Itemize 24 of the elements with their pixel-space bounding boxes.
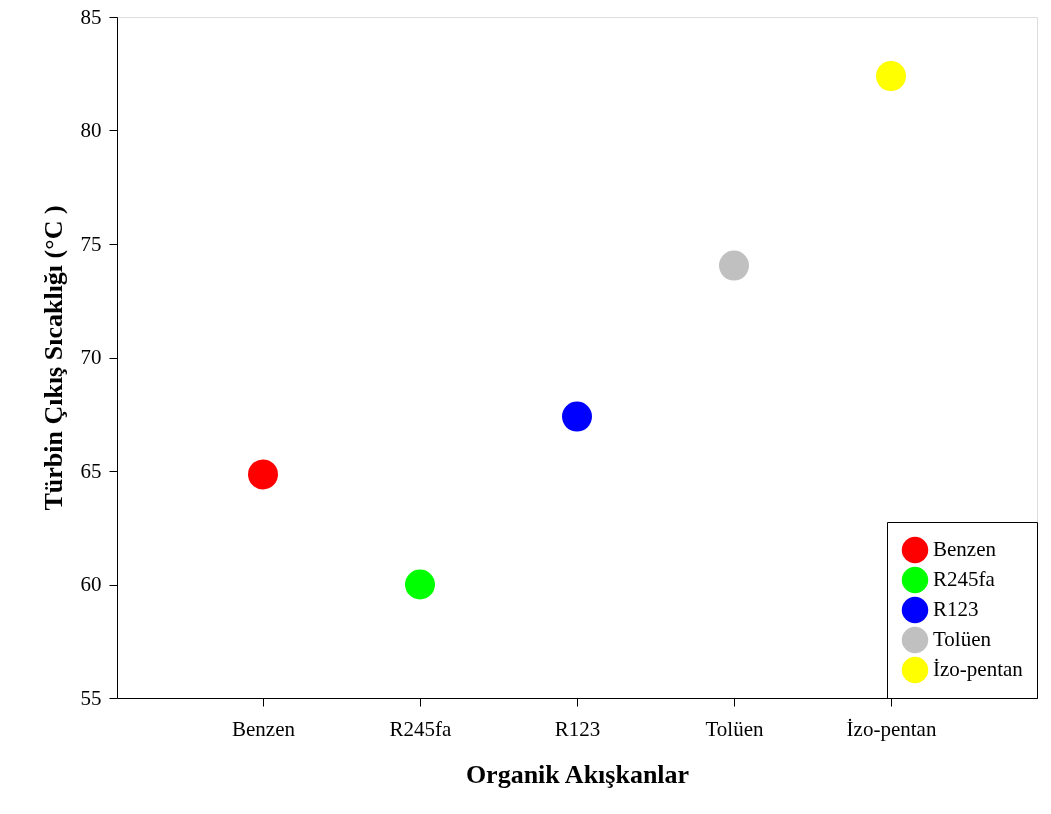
x-tick-label: Benzen: [232, 716, 296, 741]
legend-label: R245fa: [933, 567, 996, 591]
legend-label: İzo-pentan: [933, 657, 1024, 681]
legend-label: Tolüen: [933, 627, 992, 651]
x-tick-label: R123: [554, 716, 601, 741]
y-tick-label: 75: [80, 231, 102, 256]
y-tick-label: 65: [80, 458, 102, 483]
point: [562, 401, 592, 432]
x-tick-label: R245fa: [389, 716, 453, 741]
point: [248, 459, 279, 490]
x-tick-label: Tolüen: [705, 716, 764, 741]
point: [875, 61, 906, 91]
y-tick-label: 60: [80, 572, 102, 596]
x-axis-title: Organik Akışkanlar: [465, 759, 690, 789]
y-tick-label: 70: [80, 345, 102, 369]
y-tick-label: 55: [80, 685, 102, 710]
y-tick-label: 85: [80, 4, 102, 29]
legend-label: R123: [933, 597, 979, 621]
legend-label: Benzen: [933, 537, 997, 561]
y-axis-title: Türbin Çıkış Sıcaklığı (°C ): [38, 205, 68, 511]
point: [405, 569, 435, 600]
point: [719, 250, 749, 281]
y-tick-label: 80: [80, 118, 102, 142]
x-tick-label: İzo-pentan: [846, 716, 937, 741]
